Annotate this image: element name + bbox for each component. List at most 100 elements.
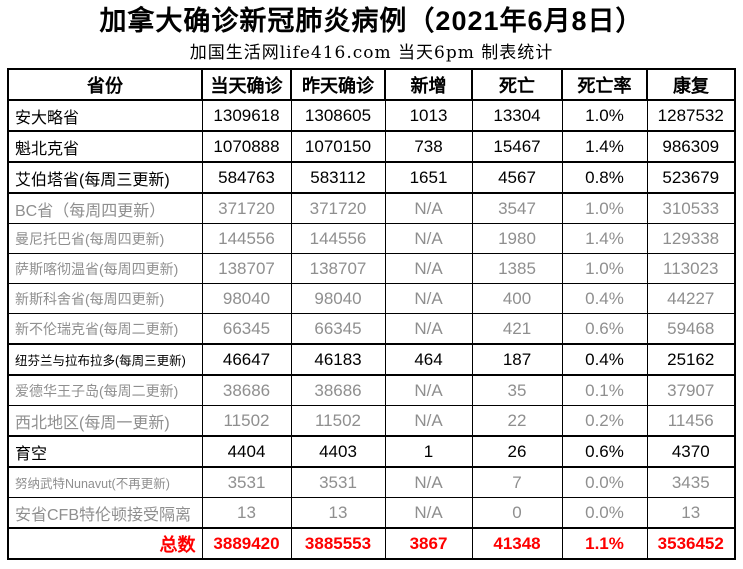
yesterday-confirmed-cell: 144556	[290, 223, 386, 254]
recovered-cell: 129338	[646, 223, 736, 254]
province-cell: 努纳武特Nunavut(不再更新)	[7, 466, 203, 498]
recovered-cell: 523679	[646, 161, 736, 194]
province-cell: 曼尼托巴省(每周四更新)	[7, 223, 203, 254]
yesterday-confirmed-cell: 1308605	[290, 99, 386, 132]
recovered-cell: 1287532	[646, 99, 736, 132]
deaths-cell: 1980	[471, 223, 563, 254]
deaths-cell: 0	[471, 497, 563, 529]
deaths-cell: 1385	[471, 253, 563, 284]
today-confirmed-cell: 4404	[201, 435, 292, 468]
new-cases-cell: 738	[384, 130, 473, 163]
table-row: BC省（每周四更新） 371720 371720 N/A 3547 1.0% 310533	[7, 192, 736, 224]
page-title: 加拿大确诊新冠肺炎病例（2021年6月8日）	[99, 6, 644, 36]
death-rate-cell: 0.4%	[561, 283, 648, 314]
table-row: 西北地区(每周一更新) 11502 11502 N/A 22 0.2% 11456	[7, 405, 736, 437]
page-subtitle: 加国生活网life416.com 当天6pm 制表统计	[189, 43, 554, 63]
table-row: 纽芬兰与拉布拉多(每周三更新) 46647 46183 464 187 0.4% 25162	[7, 343, 736, 376]
death-rate-cell: 1.4%	[561, 223, 648, 254]
total-row: 总数 3889420 3885553 3867 41348 1.1% 3536452	[7, 527, 736, 560]
today-confirmed-cell: 584763	[201, 161, 292, 194]
yesterday-confirmed-cell: 66345	[290, 313, 386, 345]
total-recovered-cell: 3536452	[646, 527, 736, 560]
recovered-cell: 25162	[646, 343, 736, 376]
today-confirmed-cell: 138707	[201, 253, 292, 284]
col-header-yesterday-confirmed: 昨天确诊	[290, 68, 386, 101]
yesterday-confirmed-cell: 3531	[290, 466, 386, 498]
province-cell: 魁北克省	[7, 130, 203, 163]
province-cell: 新不伦瑞克省(每周二更新)	[7, 313, 203, 345]
new-cases-cell: 1013	[384, 99, 473, 132]
new-cases-cell: N/A	[384, 283, 473, 314]
total-today-confirmed-cell: 3889420	[201, 527, 292, 560]
yesterday-confirmed-cell: 138707	[290, 253, 386, 284]
today-confirmed-cell: 13	[201, 497, 292, 529]
death-rate-cell: 0.2%	[561, 405, 648, 437]
province-cell: 艾伯塔省(每周三更新)	[7, 161, 203, 194]
death-rate-cell: 0.4%	[561, 343, 648, 376]
today-confirmed-cell: 98040	[201, 283, 292, 314]
recovered-cell: 11456	[646, 405, 736, 437]
recovered-cell: 44227	[646, 283, 736, 314]
col-header-province: 省份	[7, 68, 203, 101]
today-confirmed-cell: 11502	[201, 405, 292, 437]
deaths-cell: 13304	[471, 99, 563, 132]
deaths-cell: 22	[471, 405, 563, 437]
today-confirmed-cell: 3531	[201, 466, 292, 498]
death-rate-cell: 0.0%	[561, 497, 648, 529]
province-cell: 新斯科舍省(每周四更新)	[7, 283, 203, 314]
yesterday-confirmed-cell: 583112	[290, 161, 386, 194]
death-rate-cell: 1.0%	[561, 99, 648, 132]
yesterday-confirmed-cell: 4403	[290, 435, 386, 468]
deaths-cell: 15467	[471, 130, 563, 163]
total-label: 总数	[7, 527, 203, 560]
total-deaths-cell: 41348	[471, 527, 563, 560]
new-cases-cell: N/A	[384, 223, 473, 254]
new-cases-cell: 1	[384, 435, 473, 468]
deaths-cell: 26	[471, 435, 563, 468]
new-cases-cell: N/A	[384, 374, 473, 406]
today-confirmed-cell: 46647	[201, 343, 292, 376]
today-confirmed-cell: 38686	[201, 374, 292, 406]
table-row: 努纳武特Nunavut(不再更新) 3531 3531 N/A 7 0.0% 3435	[7, 466, 736, 498]
yesterday-confirmed-cell: 11502	[290, 405, 386, 437]
death-rate-cell: 0.1%	[561, 374, 648, 406]
table-row: 爱德华王子岛(每周二更新) 38686 38686 N/A 35 0.1% 37907	[7, 374, 736, 406]
today-confirmed-cell: 66345	[201, 313, 292, 345]
deaths-cell: 421	[471, 313, 563, 345]
new-cases-cell: N/A	[384, 497, 473, 529]
province-cell: 爱德华王子岛(每周二更新)	[7, 374, 203, 406]
today-confirmed-cell: 144556	[201, 223, 292, 254]
death-rate-cell: 0.6%	[561, 435, 648, 468]
new-cases-cell: 1651	[384, 161, 473, 194]
table-row: 育空 4404 4403 1 26 0.6% 4370	[7, 435, 736, 468]
recovered-cell: 4370	[646, 435, 736, 468]
total-yesterday-confirmed-cell: 3885553	[290, 527, 386, 560]
table-row: 曼尼托巴省(每周四更新) 144556 144556 N/A 1980 1.4% 12933…	[7, 223, 736, 254]
recovered-cell: 310533	[646, 192, 736, 224]
col-header-deaths: 死亡	[471, 68, 563, 101]
death-rate-cell: 0.6%	[561, 313, 648, 345]
total-death-rate-cell: 1.1%	[561, 527, 648, 560]
header-row: 省份 当天确诊 昨天确诊 新增 死亡 死亡率 康复	[7, 68, 736, 101]
new-cases-cell: 464	[384, 343, 473, 376]
new-cases-cell: N/A	[384, 253, 473, 284]
table-row: 新斯科舍省(每周四更新) 98040 98040 N/A 400 0.4% 44227	[7, 283, 736, 314]
death-rate-cell: 0.0%	[561, 466, 648, 498]
yesterday-confirmed-cell: 98040	[290, 283, 386, 314]
deaths-cell: 400	[471, 283, 563, 314]
recovered-cell: 986309	[646, 130, 736, 163]
yesterday-confirmed-cell: 371720	[290, 192, 386, 224]
deaths-cell: 187	[471, 343, 563, 376]
recovered-cell: 13	[646, 497, 736, 529]
yesterday-confirmed-cell: 13	[290, 497, 386, 529]
new-cases-cell: N/A	[384, 313, 473, 345]
deaths-cell: 3547	[471, 192, 563, 224]
province-cell: 育空	[7, 435, 203, 468]
death-rate-cell: 1.0%	[561, 253, 648, 284]
yesterday-confirmed-cell: 46183	[290, 343, 386, 376]
col-header-death-rate: 死亡率	[561, 68, 648, 101]
recovered-cell: 59468	[646, 313, 736, 345]
table-row: 安省CFB特伦顿接受隔离 13 13 N/A 0 0.0% 13	[7, 497, 736, 529]
table-row: 魁北克省 1070888 1070150 738 15467 1.4% 986309	[7, 130, 736, 163]
